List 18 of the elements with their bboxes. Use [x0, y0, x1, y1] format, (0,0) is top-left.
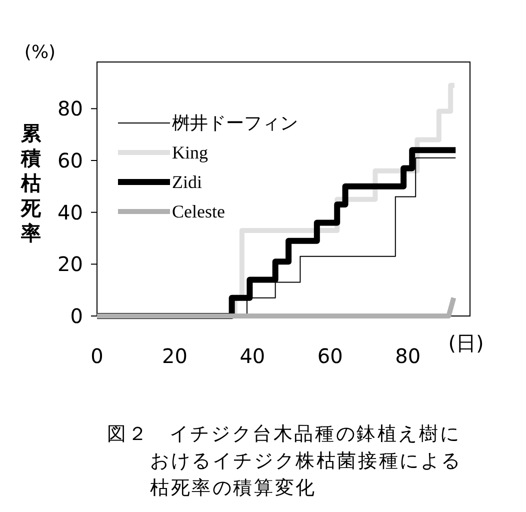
y-tick-label: 0	[70, 304, 83, 328]
x-axis-title: (日)	[448, 331, 484, 355]
legend-label: Zidi	[172, 172, 202, 192]
legend-label: Celeste	[172, 202, 225, 222]
x-tick-label: 20	[162, 344, 188, 368]
y-tick-label: 20	[58, 252, 83, 276]
x-tick-label: 60	[317, 344, 343, 368]
text: (%)	[24, 42, 56, 63]
y-tick-label: 60	[58, 148, 83, 172]
legend-label: 桝井ドーフィン	[172, 113, 298, 133]
caption: 図２ イチジク台木品種の鉢植え樹におけるイチジク株枯菌接種による枯死率の積算変化	[107, 422, 463, 501]
x-tick-label: 80	[395, 344, 421, 368]
x-tick-label: 40	[240, 344, 266, 368]
y-tick-label: 80	[58, 96, 83, 121]
y-axis-title: 累積枯死率	[20, 121, 42, 245]
x-tick-label: 0	[90, 344, 104, 368]
y-tick-label: 40	[58, 200, 83, 224]
legend-label: King	[172, 142, 208, 162]
